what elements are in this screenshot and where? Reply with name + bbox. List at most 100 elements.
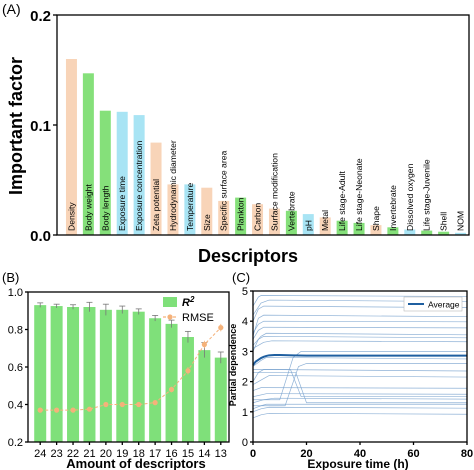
x-tick-label: 22 [67, 448, 79, 460]
x-tick-label: 20 [100, 448, 112, 460]
bar [150, 142, 162, 235]
bar-label: Vertebrate [286, 191, 296, 231]
bar-label: Body length [100, 185, 110, 231]
bar-label: Exposure concentration [134, 140, 144, 231]
ice-line [252, 340, 468, 349]
y-tick-label: 0.4 [8, 400, 23, 412]
ice-line [252, 295, 468, 307]
bar [285, 210, 297, 235]
ice-line [252, 387, 468, 391]
x-tick-label: 0 [250, 448, 256, 460]
panel-a-x-axis-title: Descriptors [198, 246, 298, 266]
r2-bar [50, 306, 63, 442]
bar-label: Surface modification [269, 153, 279, 231]
r2-bar [99, 309, 112, 442]
bar [370, 225, 382, 235]
ice-line [252, 369, 468, 382]
ice-line [252, 357, 468, 367]
y-tick-label: 0.6 [8, 362, 23, 374]
ice-line [252, 299, 468, 316]
bar-label: Exposure time [117, 176, 127, 231]
r2-bar [83, 307, 96, 442]
ice-line [252, 320, 468, 334]
legend-box [403, 296, 463, 312]
bar [116, 111, 128, 235]
panel-a-label: (A) [2, 1, 21, 17]
x-tick-label: 18 [133, 448, 145, 460]
legend-r2-swatch [163, 297, 177, 307]
bar-label: Shape [371, 206, 381, 231]
rmse-point [70, 407, 76, 413]
bar-label: Dissolved oxygen [405, 163, 415, 231]
bar-label: NOM [456, 211, 466, 231]
rmse-point [103, 401, 109, 408]
ice-line [253, 351, 467, 401]
bar-label: Shell [439, 212, 449, 231]
bar [82, 73, 94, 235]
ice-line [252, 393, 468, 398]
rmse-point [37, 407, 43, 413]
rmse-point [201, 341, 207, 348]
bar-label: Body weight [83, 184, 93, 231]
bar-label: Density [66, 202, 76, 231]
r2-bar [165, 323, 178, 442]
y-tick-label: 1 [242, 407, 248, 419]
bar-label: Temperature [185, 183, 195, 231]
panel-c-x-axis-title: Exposure time (h) [307, 457, 408, 470]
y-tick-label: 0.0 [30, 228, 51, 245]
bar [438, 231, 450, 235]
ice-line [252, 412, 468, 419]
bar [353, 222, 365, 235]
panel-a-plot: Density Body weight Body length Exposure ti… [30, 8, 470, 245]
average-line [252, 354, 467, 366]
x-tick-label: 19 [116, 448, 128, 460]
panel-a: (A) Important factor Density Body weight B… [2, 1, 470, 266]
y-tick-label: 1.0 [8, 287, 23, 299]
r2-bar [214, 357, 227, 442]
y-tick-label: 0 [242, 437, 248, 449]
bar [421, 230, 433, 235]
y-tick-label: 5 [242, 286, 248, 298]
bar [184, 184, 196, 235]
bar [201, 187, 213, 235]
legend-r2-superscript: 2 [189, 295, 195, 304]
ice-line [252, 403, 467, 410]
r2-bar [34, 305, 47, 442]
panel-b-x-axis-title: Amount of descriptors [66, 456, 205, 470]
ice-line [252, 326, 468, 340]
y-tick-label: 3 [242, 346, 248, 358]
bar-label: Life stage-Neonate [354, 158, 364, 231]
y-tick-label: 2 [242, 377, 248, 389]
ice-line [252, 406, 468, 413]
bar-label: pH [303, 220, 313, 231]
bar-label: Life stage-Adult [337, 171, 347, 231]
x-tick-label: 14 [198, 448, 210, 460]
y-tick-label: 4 [242, 316, 248, 328]
x-tick-label: 40 [354, 448, 366, 460]
r2-bar [198, 350, 211, 442]
bar [99, 110, 111, 235]
bar [235, 197, 247, 235]
y-tick-label: 0.8 [8, 325, 23, 337]
legend-rmse-marker [167, 314, 173, 320]
bar [218, 200, 230, 235]
panel-c: (C) Partial dependence 0 1 2 3 4 5 0 20 40 60 80 Av… [228, 270, 473, 470]
x-tick-label: 21 [83, 448, 95, 460]
legend-average-label: Average [428, 300, 460, 310]
bar-label: Metal [320, 210, 330, 231]
bar [319, 217, 331, 235]
bar [302, 214, 314, 235]
rmse-point [54, 407, 60, 413]
panel-b: (B) 0.2 0.4 0.6 0.8 1.0 24 23 22 21 20 19 18 17 16 15 1… [2, 270, 230, 470]
rmse-point [119, 401, 125, 408]
r2-bar [116, 309, 129, 442]
bar-label: Invertebrate [388, 185, 398, 231]
bar-label: Specific surface area [219, 151, 229, 231]
legend-r2-label: R2 [182, 295, 195, 309]
rmse-point [168, 386, 175, 393]
rmse-point [136, 401, 142, 408]
panel-c-label: (C) [232, 270, 250, 285]
x-tick-label: 13 [215, 448, 227, 460]
rmse-point [86, 406, 93, 412]
